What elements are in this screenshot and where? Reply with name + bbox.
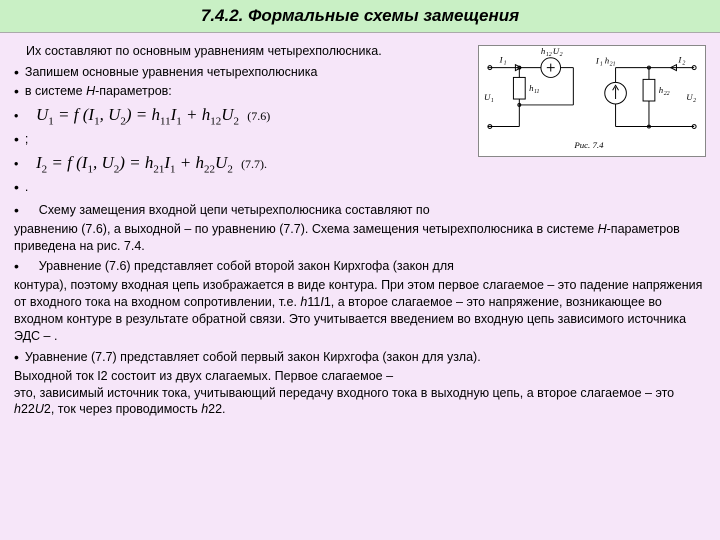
page-title: 7.4.2. Формальные схемы замещения — [0, 6, 720, 26]
dot: . — [25, 179, 470, 196]
svg-text:1: 1 — [491, 98, 494, 104]
para-2: Уравнение (7.6) представляет собой второ… — [14, 258, 706, 275]
para-2-text: Уравнение (7.6) представляет собой второ… — [25, 258, 706, 275]
content-area: Их составляют по основным уравнениям чет… — [0, 33, 720, 426]
svg-text:12: 12 — [546, 52, 552, 58]
para-3b: Выходной ток I2 состоит из двух слагаемы… — [14, 368, 706, 385]
svg-text:2: 2 — [693, 98, 696, 104]
svg-text:1: 1 — [600, 62, 603, 68]
para-2b: контура), поэтому входная цепь изображае… — [14, 277, 706, 345]
svg-text:11: 11 — [534, 89, 540, 95]
svg-text:2: 2 — [560, 52, 563, 58]
bullet-semicolon: ; — [14, 131, 470, 148]
bullet-1: Запишем основные уравнения четырехполюсн… — [14, 64, 470, 81]
eq2-ref: (7.7). — [241, 157, 267, 171]
svg-text:1: 1 — [504, 61, 507, 67]
para-1: Схему замещения входной цепи четырехполю… — [14, 202, 706, 219]
bullet-dot: . — [14, 179, 470, 196]
svg-text:2: 2 — [682, 61, 685, 67]
title-bar: 7.4.2. Формальные схемы замещения — [0, 0, 720, 33]
eq1-ref: (7.6) — [247, 109, 270, 123]
equation-2: I2 = f (I1, U2) = h21I1 + h22U2 (7.7). — [36, 152, 267, 177]
semicolon: ; — [25, 131, 470, 148]
top-section: Их составляют по основным уравнениям чет… — [14, 43, 706, 198]
para-3c: это, зависимый источник тока, учитывающи… — [14, 385, 706, 419]
circuit-diagram: I1 U1 h11 h12U2 — [478, 45, 706, 157]
bullet-1-text: Запишем основные уравнения четырехполюсн… — [25, 64, 470, 81]
para-3a: Уравнение (7.7) представляет собой первы… — [25, 349, 706, 366]
svg-text:21: 21 — [610, 62, 616, 68]
bullet-2: в системе H-параметров: — [14, 83, 470, 100]
para-3: Уравнение (7.7) представляет собой первы… — [14, 349, 706, 366]
diagram-caption: Рис. 7.4 — [573, 140, 604, 150]
para-1-text: Схему замещения входной цепи четырехполю… — [25, 202, 706, 219]
para-1b: уравнению (7.6), а выходной – по уравнен… — [14, 221, 706, 255]
intro-text: Их составляют по основным уравнениям чет… — [14, 43, 470, 60]
bullet-2-text: в системе H-параметров: — [25, 83, 470, 100]
svg-text:22: 22 — [664, 91, 670, 97]
left-column: Их составляют по основным уравнениям чет… — [14, 43, 470, 198]
equation-1: U1 = f (I1, U2) = h11I1 + h12U2 (7.6) — [36, 104, 270, 129]
